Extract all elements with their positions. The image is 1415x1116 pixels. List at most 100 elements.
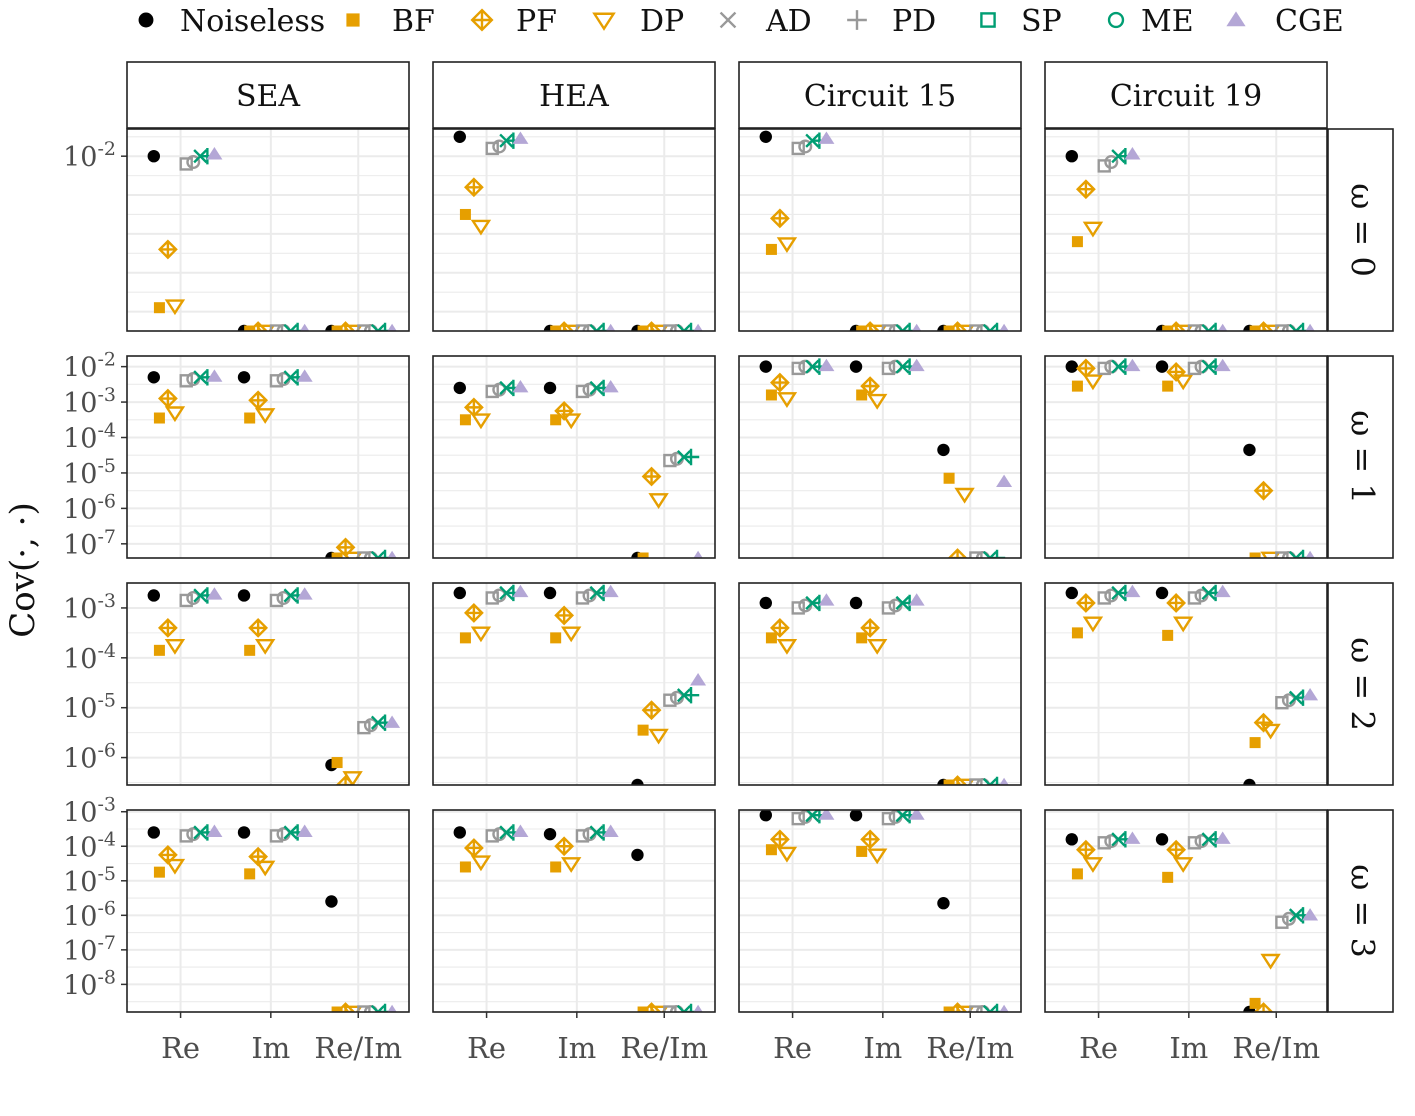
points bbox=[147, 147, 397, 331]
point-cge bbox=[690, 673, 707, 686]
x-tick-label: Re bbox=[161, 1031, 200, 1065]
panel-background bbox=[739, 583, 1021, 785]
point-pf bbox=[769, 372, 790, 393]
panel-border bbox=[1044, 355, 1328, 559]
point-pf bbox=[947, 548, 968, 558]
point-dp bbox=[470, 855, 492, 872]
points bbox=[1065, 358, 1315, 558]
legend-item: BF bbox=[346, 4, 435, 39]
panel bbox=[738, 582, 1022, 786]
point-bf bbox=[244, 644, 256, 656]
point-dp bbox=[560, 857, 582, 873]
point-bf bbox=[856, 325, 868, 331]
point-dp bbox=[254, 408, 276, 424]
points bbox=[1065, 831, 1319, 1012]
points bbox=[453, 379, 703, 558]
x-tick-label: Im bbox=[251, 1031, 290, 1065]
point-bf bbox=[1071, 627, 1083, 639]
point-ad bbox=[1275, 551, 1289, 558]
point-noiseless bbox=[1155, 586, 1169, 600]
panel bbox=[126, 355, 410, 559]
legend-marker-bf-icon bbox=[346, 13, 360, 27]
point-dp bbox=[164, 406, 186, 423]
point-noiseless bbox=[1065, 586, 1078, 600]
point-pf bbox=[1253, 1002, 1274, 1012]
point-ad bbox=[791, 811, 805, 826]
point-dp bbox=[648, 728, 669, 745]
point-pd bbox=[798, 139, 813, 154]
point-me bbox=[376, 549, 394, 558]
y-axis-label: Cov(·, ·) bbox=[3, 502, 43, 637]
point-dp bbox=[648, 1005, 669, 1012]
point-bf bbox=[765, 632, 777, 644]
point-pd bbox=[1281, 551, 1296, 558]
legend-marker-cge-icon bbox=[1226, 11, 1246, 27]
y-tick-label: 10-8 bbox=[63, 966, 116, 1001]
panel-background bbox=[127, 129, 409, 331]
point-bf bbox=[1071, 236, 1083, 248]
point-me bbox=[1294, 322, 1312, 331]
point-cge bbox=[1305, 323, 1315, 331]
point-sp bbox=[1288, 550, 1304, 558]
point-dp bbox=[866, 393, 888, 410]
point-dp bbox=[342, 771, 363, 785]
panel bbox=[738, 355, 1022, 559]
panel bbox=[738, 128, 1022, 332]
x-tick-label: Im bbox=[863, 1031, 902, 1065]
point-bf bbox=[1071, 868, 1083, 880]
legend-marker-me-icon bbox=[1107, 11, 1125, 29]
points bbox=[1065, 147, 1315, 331]
point-ad bbox=[663, 324, 677, 331]
column-strip bbox=[126, 61, 410, 129]
point-ad bbox=[575, 591, 590, 605]
panel-background bbox=[433, 356, 715, 558]
point-cge bbox=[1302, 688, 1319, 701]
x-tick-label: Re bbox=[1079, 1031, 1118, 1065]
point-dp bbox=[776, 846, 798, 863]
point-noiseless bbox=[453, 130, 466, 143]
panel-background bbox=[127, 583, 409, 785]
points bbox=[759, 130, 1009, 331]
point-ad bbox=[791, 601, 805, 615]
point-ad bbox=[485, 384, 499, 399]
legend-marker-pd-icon bbox=[847, 10, 867, 30]
point-bf bbox=[856, 632, 868, 644]
point-dp bbox=[776, 237, 798, 254]
point-cge bbox=[912, 323, 922, 331]
y-tick-label: 10-6 bbox=[63, 740, 116, 775]
gridlines bbox=[1045, 129, 1327, 332]
point-cge bbox=[206, 824, 223, 837]
point-ad bbox=[1275, 324, 1289, 331]
point-ad bbox=[663, 1005, 677, 1012]
y-tick-label: 10-2 bbox=[63, 349, 116, 384]
point-sp bbox=[1288, 323, 1304, 331]
point-me bbox=[682, 1003, 700, 1012]
point-bf bbox=[331, 325, 343, 331]
x-tick-label: Re/Im bbox=[1232, 1031, 1320, 1065]
point-ad bbox=[357, 551, 371, 558]
point-cge bbox=[387, 323, 397, 331]
point-dp bbox=[254, 860, 276, 877]
panel bbox=[126, 128, 410, 332]
point-dp bbox=[342, 324, 363, 331]
panel-border bbox=[738, 355, 1022, 559]
legend-label: PD bbox=[892, 4, 936, 39]
point-noiseless bbox=[237, 371, 251, 384]
panel-background bbox=[127, 356, 409, 558]
point-dp bbox=[1172, 324, 1194, 331]
point-noiseless bbox=[453, 586, 466, 600]
points bbox=[759, 810, 1009, 1012]
point-pd bbox=[363, 551, 378, 558]
point-bf bbox=[943, 779, 955, 785]
panel-border bbox=[1044, 128, 1328, 332]
point-dp bbox=[954, 778, 975, 785]
point-noiseless bbox=[147, 589, 160, 602]
y-tick-label: 10-4 bbox=[63, 640, 116, 675]
point-me bbox=[682, 687, 700, 704]
point-bf bbox=[244, 325, 256, 331]
panel-background bbox=[1045, 810, 1327, 1012]
point-bf bbox=[331, 757, 343, 769]
point-me bbox=[901, 322, 918, 331]
point-ad bbox=[1097, 836, 1111, 850]
